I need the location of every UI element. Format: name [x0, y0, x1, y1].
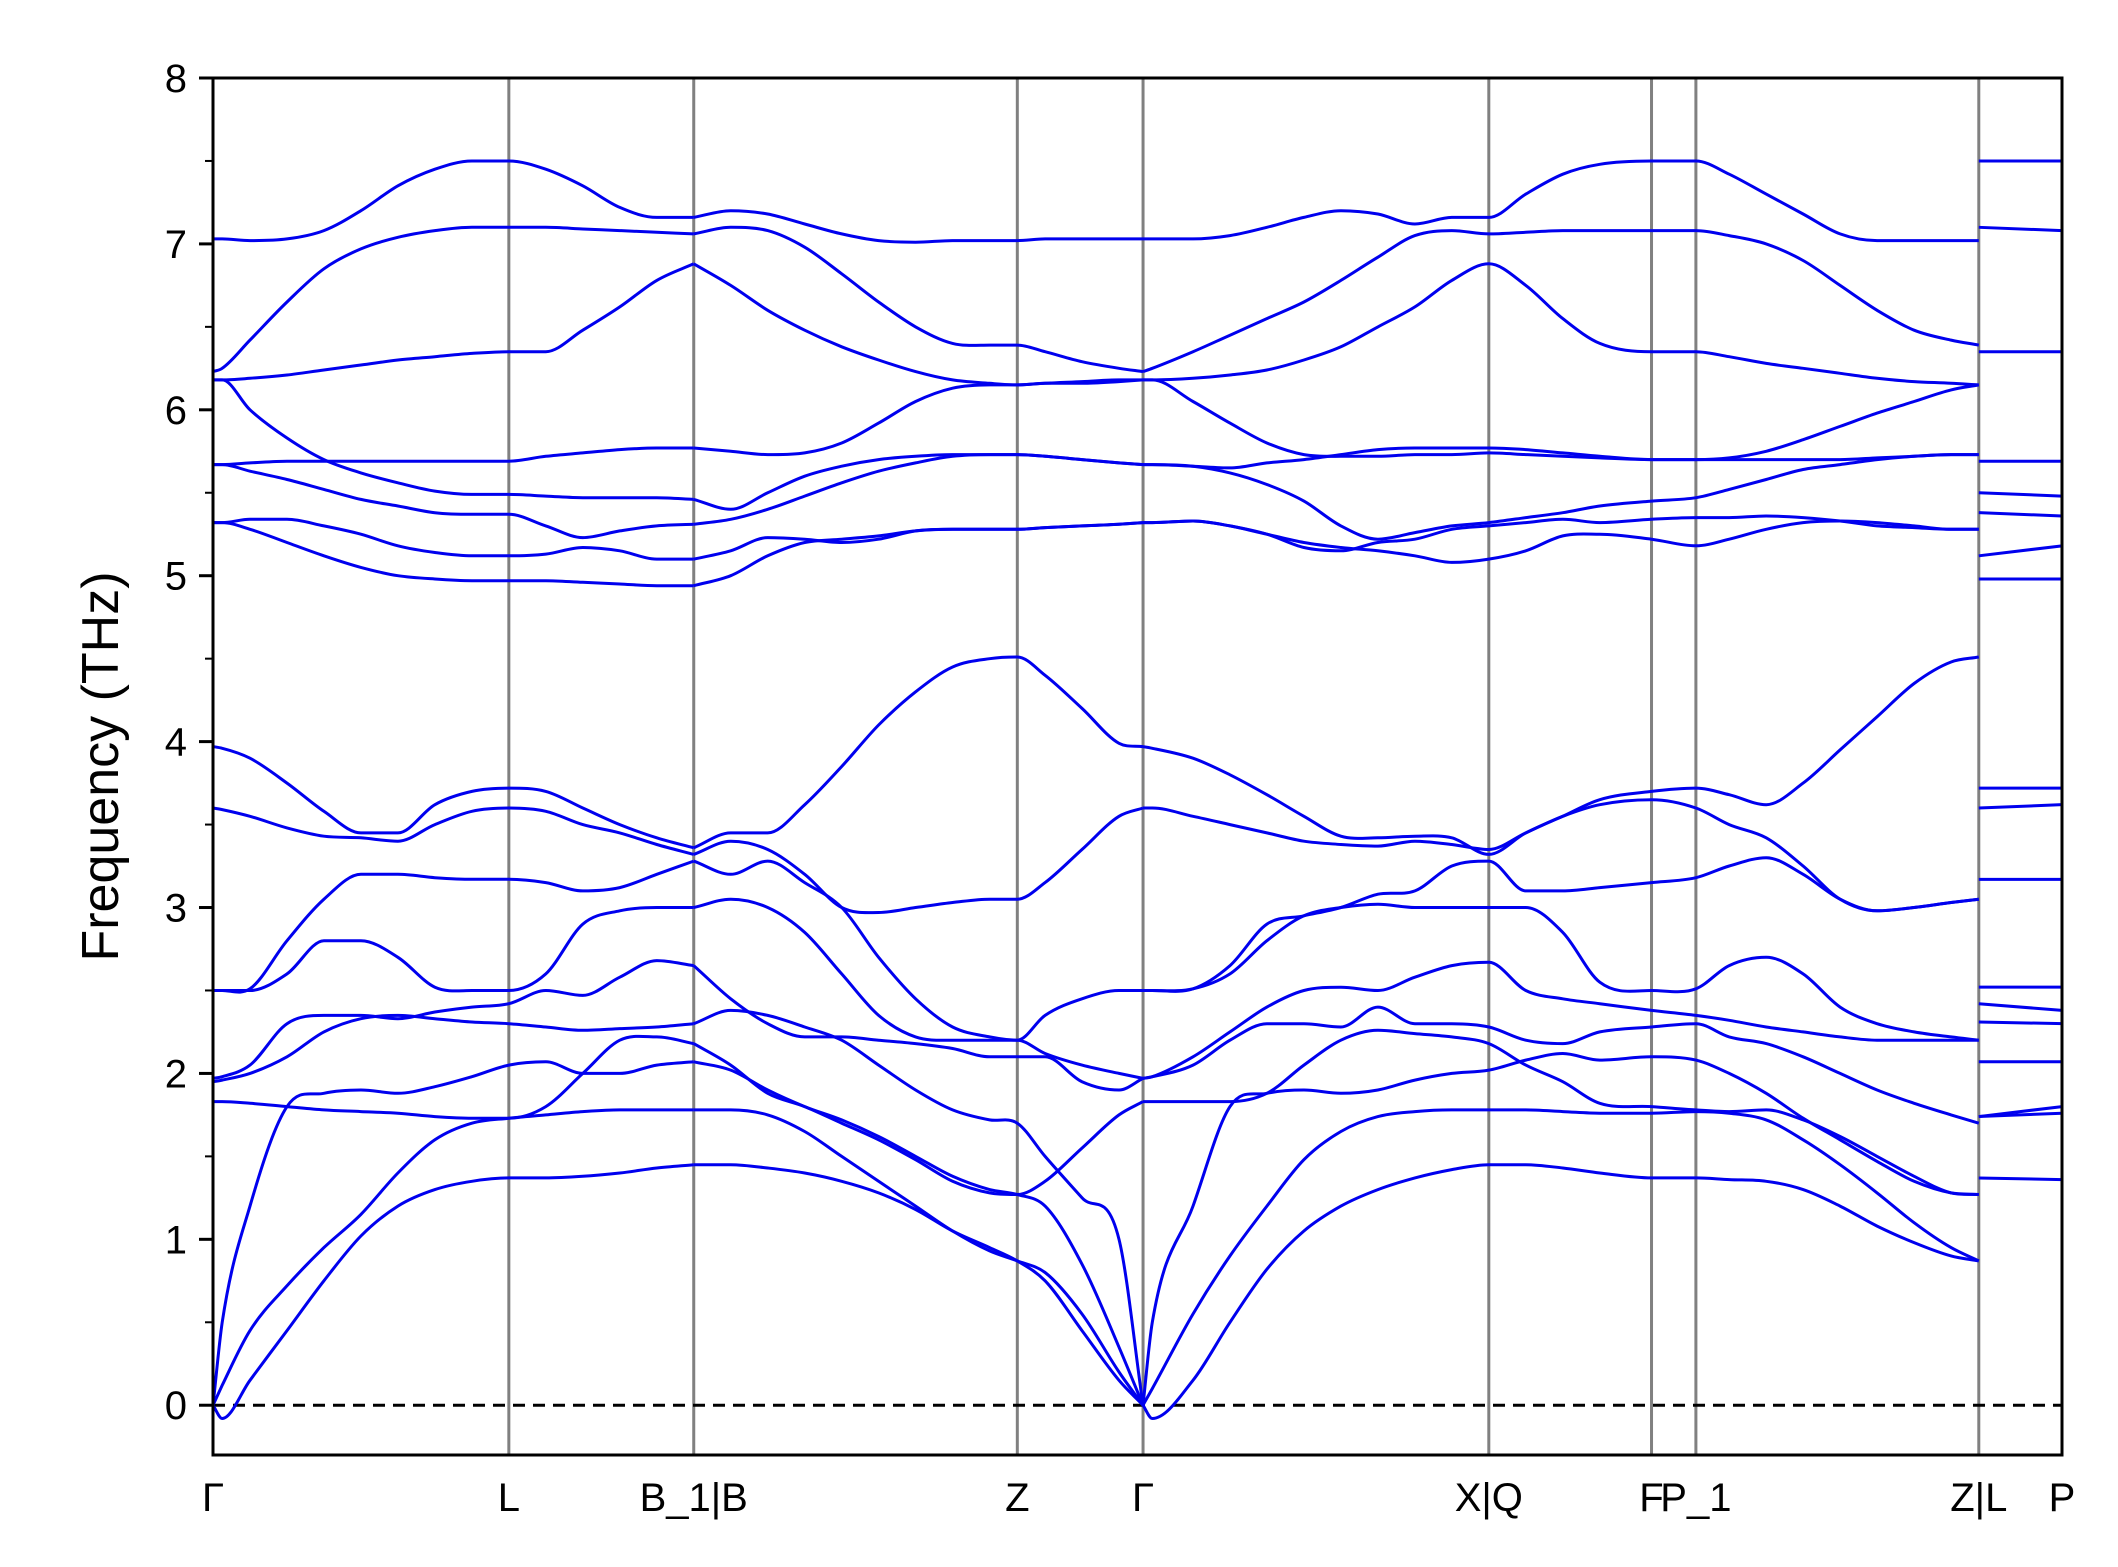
band-line [1978, 1176, 2063, 1182]
band-line [693, 655, 1144, 850]
x-tick-label: Z [1005, 1476, 1029, 1520]
band-line [212, 378, 694, 501]
band-line [212, 262, 695, 382]
band-line [693, 378, 1144, 457]
x-tick-label: Γ [1132, 1476, 1154, 1520]
band-line [693, 209, 1143, 244]
band-line [212, 225, 694, 374]
band-line [211, 1163, 694, 1420]
y-tick-label: 2 [165, 1052, 187, 1096]
plot-frame [211, 76, 2064, 1457]
band-line [1978, 511, 2063, 518]
band-line [693, 859, 1143, 1042]
y-tick-label: 0 [165, 1384, 187, 1428]
band-line [693, 453, 1144, 511]
x-tick-label: P [2049, 1476, 2076, 1520]
x-tick-label: P_1 [1660, 1476, 1731, 1520]
band-line [692, 262, 1143, 387]
x-tick-label: B_1|B [640, 1476, 748, 1520]
band-line [1143, 159, 1979, 243]
band-line [213, 517, 694, 561]
band-line [1143, 514, 1979, 553]
y-axis: 0 1 2 3 4 5 6 7 8 [165, 57, 213, 1428]
band-line [1142, 453, 1979, 541]
band-line [212, 446, 694, 467]
band-line [211, 1060, 694, 1406]
band-line [212, 806, 695, 856]
high-symmetry-separators [507, 78, 1981, 1455]
x-tick-label: L [498, 1476, 520, 1520]
band-line [692, 964, 1144, 1092]
band-line [213, 159, 694, 243]
y-tick-label: 5 [165, 555, 187, 599]
band-line [1978, 544, 2063, 558]
y-tick-label: 3 [165, 887, 187, 931]
band-line [1978, 1020, 2063, 1026]
y-tick-label: 1 [165, 1218, 187, 1262]
band-line [1141, 1052, 1979, 1406]
band-line [213, 906, 694, 993]
band-line [212, 745, 695, 850]
band-line [1142, 229, 1980, 374]
y-tick-label: 8 [165, 57, 187, 101]
band-line [693, 897, 1144, 1080]
band-line [1142, 262, 1979, 387]
band-line [1142, 1005, 1980, 1125]
band-line [1142, 960, 1979, 1080]
band-line [1978, 225, 2063, 233]
band-line [1142, 655, 1980, 856]
y-tick-label: 6 [165, 389, 187, 433]
band-line [212, 959, 694, 1080]
y-tick-label: 7 [165, 223, 187, 267]
band-line [1141, 1108, 1980, 1406]
band-line [212, 1013, 694, 1084]
band-line [1143, 1028, 1979, 1196]
band-line [212, 463, 694, 540]
x-tick-label: F [1639, 1476, 1663, 1520]
band-line [693, 1008, 1145, 1406]
band-line [213, 521, 694, 588]
band-line [692, 1042, 1144, 1197]
band-line [1978, 1002, 2063, 1012]
band-line [213, 1034, 694, 1120]
band-line [213, 859, 695, 994]
x-tick-label: X|Q [1455, 1476, 1523, 1520]
band-line [693, 225, 1144, 374]
y-tick-label: 4 [165, 721, 187, 765]
x-tick-label: Γ [202, 1476, 224, 1520]
band-line [1978, 1105, 2063, 1119]
band-line [1143, 902, 1979, 1042]
band-line [1142, 446, 1979, 470]
x-axis: Γ L B_1|B Z Γ X|Q FP_1 Z|L P [202, 1476, 2075, 1520]
band-line [211, 1108, 694, 1406]
phonon-bands [211, 159, 2063, 1420]
band-line [693, 521, 1144, 561]
band-line [693, 1060, 1145, 1406]
band-line [693, 806, 1144, 915]
y-axis-title: Frequency (THz) [72, 571, 130, 961]
band-line [1142, 378, 1980, 462]
band-line [1141, 1163, 1980, 1420]
band-line [693, 1108, 1145, 1407]
band-line [1978, 491, 2063, 498]
band-line [1978, 803, 2063, 810]
x-tick-label: Z|L [1950, 1476, 2007, 1520]
